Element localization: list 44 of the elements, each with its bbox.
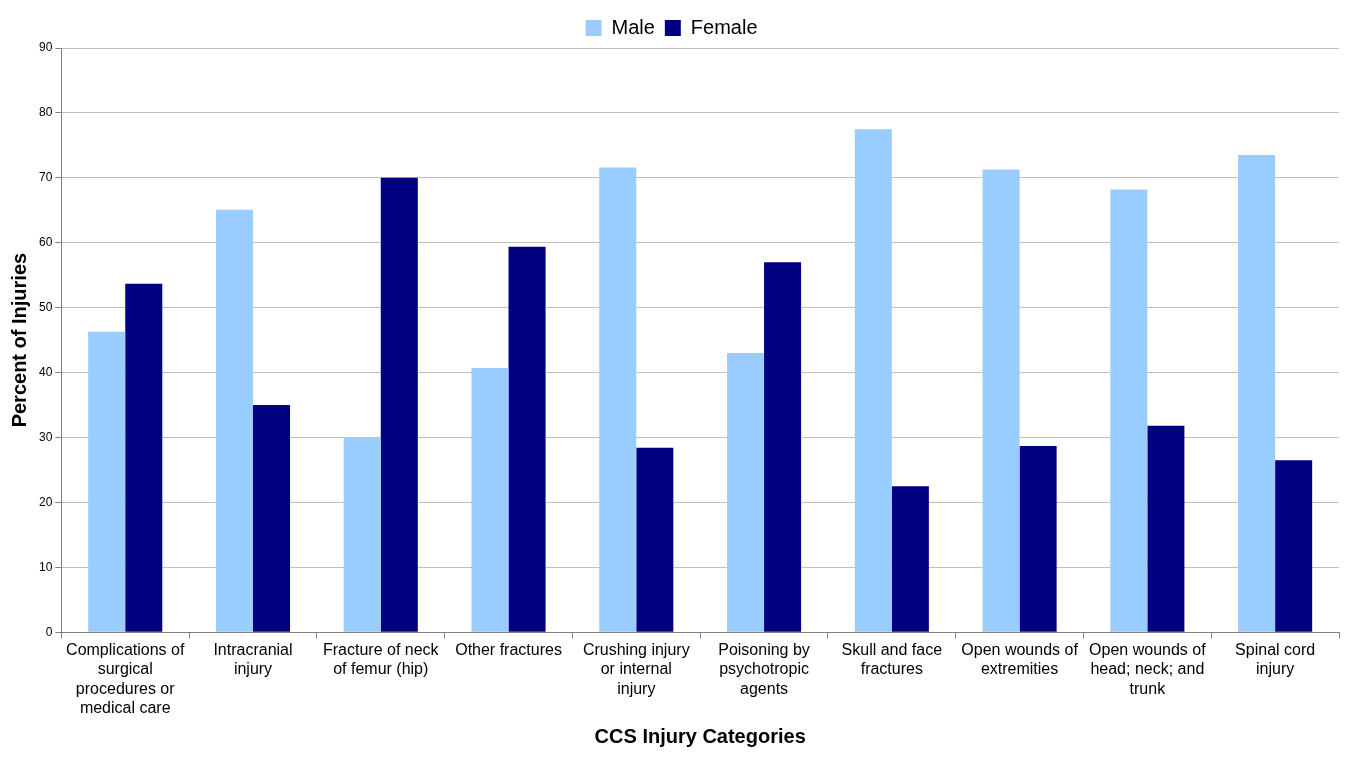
x-tick-label: Poisoning by psychotropic agents xyxy=(718,641,810,697)
bar xyxy=(215,209,253,632)
x-tick-label: Skull and face fractures xyxy=(841,641,943,678)
y-tick-label: 70 xyxy=(38,170,53,185)
y-tick-label: 20 xyxy=(38,494,53,509)
legend-label: Male xyxy=(611,15,655,38)
x-tick-label: Crushing injury or internal injury xyxy=(582,641,690,697)
bar xyxy=(1019,445,1057,632)
y-tick-label: 30 xyxy=(38,429,53,444)
x-tick-label: Spinal cord injury xyxy=(1235,641,1316,678)
x-tick-label: Fracture of neck of femur (hip) xyxy=(322,641,440,678)
bar xyxy=(380,177,418,632)
bar xyxy=(253,405,291,632)
bar xyxy=(891,486,929,632)
bar xyxy=(125,283,163,632)
x-tick-label: Open wounds of head; neck; and trunk xyxy=(1089,641,1207,697)
bar xyxy=(1238,155,1276,632)
bar xyxy=(599,167,637,632)
bar xyxy=(508,246,546,632)
x-tick-label: Other fractures xyxy=(455,641,562,659)
bar xyxy=(1110,189,1148,632)
legend-label: Female xyxy=(690,15,758,38)
bar xyxy=(982,169,1020,632)
x-tick-label: Complications of surgical procedures or medical care xyxy=(66,641,185,716)
y-tick-label: 10 xyxy=(38,559,53,574)
x-axis-title: CCS Injury Categories xyxy=(594,724,806,747)
y-tick-label: 90 xyxy=(38,40,53,55)
bar xyxy=(471,368,509,632)
bar xyxy=(764,262,802,632)
bar xyxy=(343,437,381,632)
bar xyxy=(636,447,674,632)
bar xyxy=(88,331,126,632)
y-tick-label: 60 xyxy=(38,235,53,250)
x-tick-label: Open wounds of extremities xyxy=(961,641,1079,678)
bar xyxy=(1147,425,1185,632)
y-tick-label: 80 xyxy=(38,105,53,120)
y-tick-label: 50 xyxy=(38,299,53,314)
y-tick-label: 40 xyxy=(38,364,53,379)
y-tick-label: 0 xyxy=(45,624,53,639)
bar xyxy=(1275,460,1313,632)
bar xyxy=(727,353,765,632)
x-tick-label: Intracranial injury xyxy=(213,641,293,678)
bar xyxy=(854,129,892,632)
y-axis-title: Percent of Injuries xyxy=(7,252,30,428)
